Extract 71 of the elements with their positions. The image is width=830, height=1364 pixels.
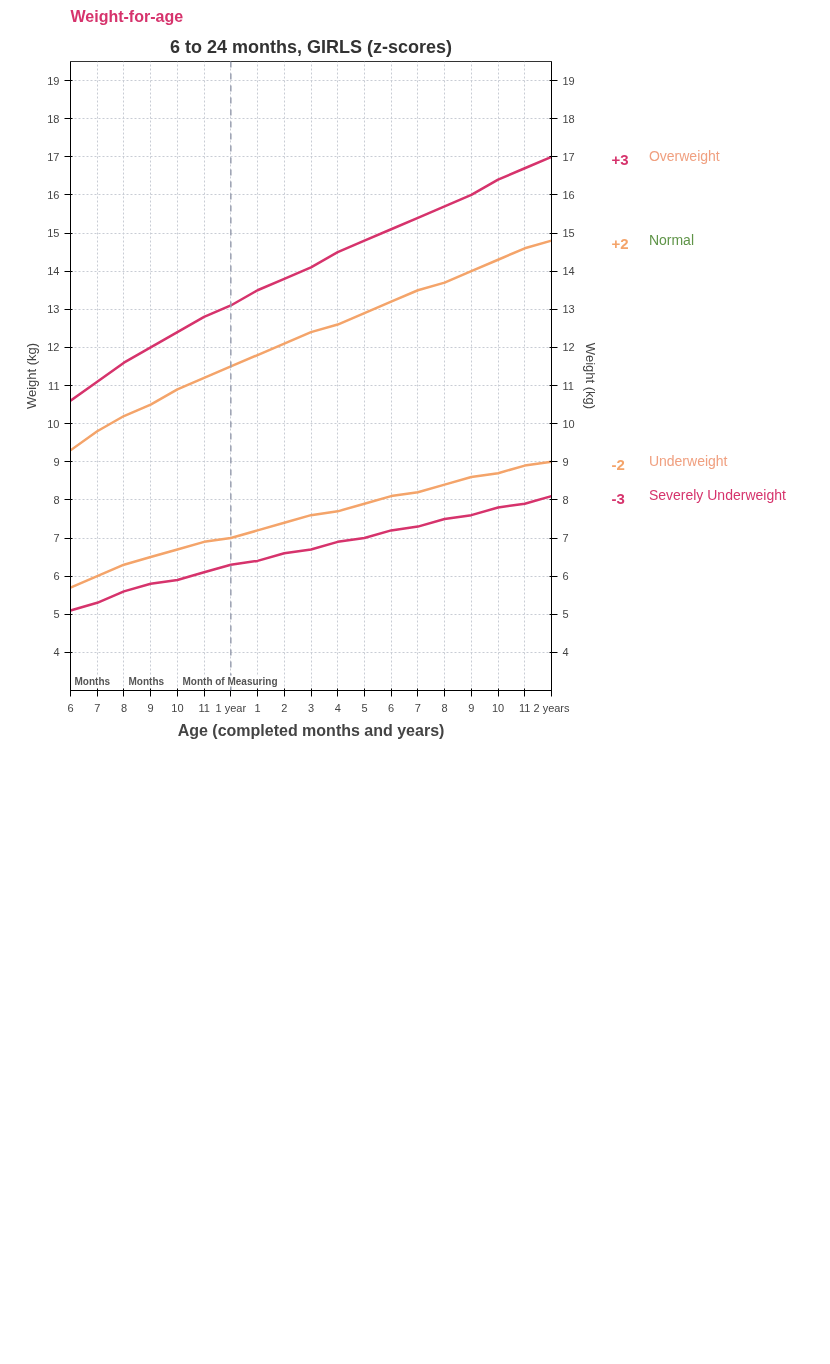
y2-tick-label: 8 [562, 493, 569, 506]
y-tick-label: 4 [53, 646, 60, 659]
x-axis-title: Age (completed months and years) [177, 721, 445, 739]
x-tick-label: 7 [414, 701, 421, 714]
chart-subtitle: 6 to 24 months, GIRLS (z-scores) [169, 36, 453, 57]
y-tick-label: 10 [47, 417, 60, 430]
annotation: Month of Measuring [182, 675, 278, 687]
y2-tick-label: 9 [562, 455, 569, 468]
y-axis-title: Weight (kg) [24, 342, 40, 410]
x-tick-label: 9 [147, 701, 154, 714]
x-tick-label: 2 years [533, 701, 571, 714]
x-tick-label: 10 [491, 701, 505, 714]
line-series [70, 494, 552, 612]
line-series [70, 155, 552, 403]
x-tick-label: 1 [254, 701, 261, 714]
line-series [70, 460, 552, 589]
y2-tick-label: 11 [562, 379, 574, 392]
x-tick-label: 3 [307, 701, 315, 714]
y-tick-label: 19 [47, 74, 60, 87]
y2-tick-label: 18 [562, 112, 575, 125]
y-tick-label: 8 [53, 493, 60, 506]
y-tick-label: 9 [53, 455, 60, 468]
y-tick-label: 15 [47, 227, 60, 240]
y2-tick-label: 17 [562, 150, 575, 163]
text: +3 [611, 150, 629, 168]
y-tick-label: 17 [47, 150, 60, 163]
y-tick-label: 12 [47, 341, 60, 354]
y-tick-label: 13 [47, 303, 60, 316]
y-tick-label: 18 [47, 112, 60, 125]
text: Underweight [648, 452, 728, 469]
annotation: Months [128, 675, 165, 687]
y-tick-label: 6 [53, 570, 60, 583]
y-tick-label: 11 [48, 379, 60, 392]
text: Overweight [648, 147, 720, 164]
text: Normal [648, 231, 695, 248]
y2-tick-label: 13 [562, 303, 575, 316]
y2-tick-label: 19 [562, 74, 575, 87]
text: Severely Underweight [648, 487, 786, 504]
y2-tick-label: 12 [562, 341, 575, 354]
y2-tick-label: 5 [562, 608, 569, 621]
x-tick-label: 8 [120, 701, 128, 714]
x-tick-label: 1 year [215, 701, 247, 714]
y2-tick-label: 16 [562, 188, 575, 201]
text: -3 [611, 490, 625, 508]
x-tick-label: 8 [441, 701, 448, 714]
x-tick-label: 10 [171, 701, 184, 714]
y2-tick-label: 15 [562, 227, 575, 240]
x-tick-label: 5 [361, 701, 368, 714]
y2-tick-label: 10 [562, 417, 575, 430]
y-tick-label: 5 [53, 608, 60, 621]
x-tick-label: 11 [198, 701, 210, 714]
line-series [70, 239, 552, 452]
x-tick-label: 9 [468, 701, 475, 714]
y2-tick-label: 6 [562, 570, 569, 583]
text: +2 [611, 234, 629, 252]
x-tick-label: 4 [334, 701, 341, 714]
y-tick-label: 7 [53, 532, 60, 545]
y2-tick-label: 4 [562, 646, 569, 659]
x-tick-label: 11 [519, 701, 531, 714]
y-tick-label: 14 [47, 265, 60, 278]
annotation: Months [74, 675, 111, 687]
y2-tick-label: 7 [562, 532, 569, 545]
x-tick-label: 6 [388, 701, 395, 714]
x-tick-label: 6 [67, 701, 74, 714]
chart-title: Weight-for-age [70, 7, 184, 25]
x-tick-label: 7 [94, 701, 101, 714]
text: -2 [611, 455, 625, 473]
x-tick-label: 2 [281, 701, 288, 714]
y2-tick-label: 14 [562, 265, 575, 278]
y-tick-label: 16 [47, 188, 60, 201]
text: Weight (kg) [582, 342, 598, 410]
